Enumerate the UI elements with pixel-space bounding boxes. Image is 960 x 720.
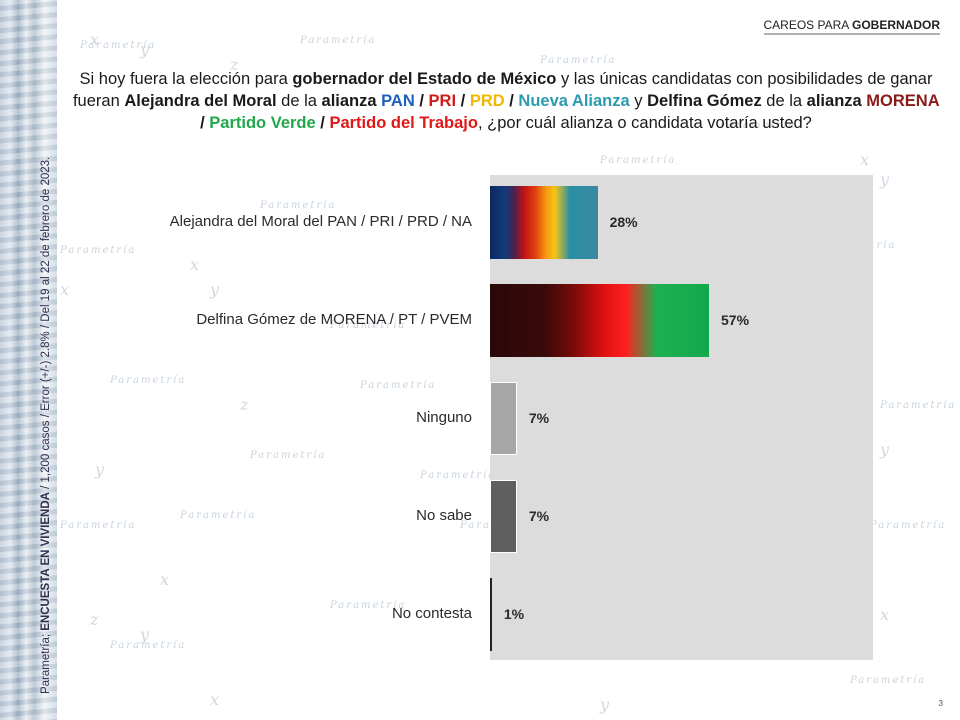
section-header-prefix: CAREOS PARA xyxy=(763,18,852,32)
watermark-text: Parametría xyxy=(420,470,497,481)
decorative-side-strip xyxy=(0,0,57,720)
watermark-glyph: y xyxy=(210,280,220,299)
watermark-text: Parametría xyxy=(60,520,137,531)
bar-2 xyxy=(490,382,517,455)
watermark-glyph: y xyxy=(140,40,150,59)
bar-value-label: 7% xyxy=(528,507,550,524)
watermark-text: Parametría xyxy=(880,400,957,411)
watermark-glyph: y xyxy=(140,625,150,644)
party-verde: Partido Verde xyxy=(209,114,316,132)
watermark-text: Parametría xyxy=(540,55,617,66)
q-emph: Alejandra del Moral xyxy=(124,92,277,110)
party-pri: PRI xyxy=(428,92,457,110)
bar-4 xyxy=(490,578,492,651)
watermark-text: Parametría xyxy=(260,200,337,211)
survey-caption: Parametría; ENCUESTA EN VIVIENDA / 1,200… xyxy=(40,157,52,694)
watermark-text: Parametría xyxy=(80,40,157,51)
category-label: Delfina Gómez de MORENA / PT / PVEM xyxy=(196,310,472,328)
q-emph: Delfina Gómez xyxy=(647,92,762,110)
watermark-glyph: y xyxy=(880,170,890,189)
q-sep: / xyxy=(504,92,519,110)
q-sep: / xyxy=(414,92,429,110)
watermark-text: Parametría xyxy=(250,450,327,461)
category-label: Ninguno xyxy=(416,408,472,426)
bar-3 xyxy=(490,480,517,553)
party-morena: MORENA xyxy=(866,92,940,110)
q-text: y las únicas candidatas con posibilidade… xyxy=(72,70,933,110)
watermark-glyph: x xyxy=(860,150,870,169)
q-sep: / xyxy=(315,114,330,132)
watermark-text: Parametría xyxy=(870,520,947,531)
q-emph: alianza xyxy=(321,92,377,110)
survey-question: Si hoy fuera la elección para gobernador… xyxy=(70,68,942,134)
page-number: 3 xyxy=(938,699,943,708)
category-label: No sabe xyxy=(416,506,472,524)
watermark-text: Parametría xyxy=(110,375,187,386)
watermark-glyph: y xyxy=(600,695,610,714)
watermark-text: Parametría xyxy=(300,35,377,46)
survey-caption-details: / 1,200 casos / Error (+/-) 2.8% / Del 1… xyxy=(40,156,52,493)
section-header-emph: GOBERNADOR xyxy=(851,18,940,32)
party-prd: PRD xyxy=(469,92,505,110)
watermark-text: Parametría xyxy=(110,640,187,651)
watermark-glyph: y xyxy=(95,460,105,479)
watermark-text: Parametría xyxy=(850,675,927,686)
bar-1 xyxy=(490,284,709,357)
watermark-glyph: x xyxy=(60,280,70,299)
watermark-text: Parametría xyxy=(360,380,437,391)
bar-value-label: 57% xyxy=(721,311,750,328)
watermark-glyph: x xyxy=(880,605,890,624)
bar-value-label: 1% xyxy=(503,605,525,622)
watermark-text: Parametría xyxy=(180,510,257,521)
bar-value-label: 7% xyxy=(528,409,550,426)
bar-value-label: 28% xyxy=(609,213,638,230)
q-sep: / xyxy=(456,92,470,110)
category-label: Alejandra del Moral del PAN / PRI / PRD … xyxy=(169,212,472,230)
q-text: Si hoy fuera la elección para xyxy=(79,70,293,88)
party-pan: PAN xyxy=(381,92,415,110)
q-text: y xyxy=(629,92,648,110)
survey-caption-method: ENCUESTA EN VIVIENDA xyxy=(40,492,52,631)
watermark-glyph: z xyxy=(240,395,249,414)
q-text: de la xyxy=(276,92,322,110)
watermark-glyph: x xyxy=(190,255,200,274)
category-label: No contesta xyxy=(391,604,472,622)
watermark-glyph: x xyxy=(160,570,170,589)
watermark-glyph: x xyxy=(210,690,220,709)
party-nueva-alianza: Nueva Alianza xyxy=(518,92,630,110)
q-emph: gobernador del Estado de México xyxy=(292,70,557,88)
q-emph: alianza xyxy=(806,92,862,110)
watermark-text: Parametría xyxy=(60,245,137,256)
watermark-glyph: x xyxy=(90,30,100,49)
party-pt: Partido del Trabajo xyxy=(329,114,478,132)
bar-0 xyxy=(490,186,598,259)
q-text: , ¿por cuál alianza o candidata votaría … xyxy=(477,114,812,132)
section-header: CAREOS PARA GOBERNADOR xyxy=(763,18,940,35)
watermark-text: Parametría xyxy=(600,155,677,166)
watermark-glyph: z xyxy=(90,610,99,629)
q-text: de la xyxy=(761,92,807,110)
watermark-glyph: y xyxy=(880,440,890,459)
q-sep: / xyxy=(200,114,210,132)
survey-caption-prefix: Parametría; xyxy=(40,630,52,694)
